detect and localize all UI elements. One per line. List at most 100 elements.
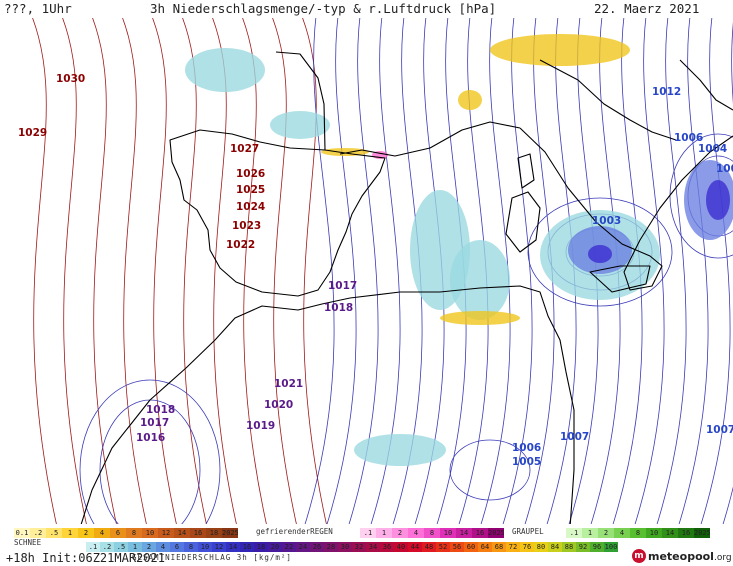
legend-cell: 0.1 bbox=[14, 528, 30, 538]
legend-cell: 48 bbox=[422, 542, 436, 552]
legend-cell: 44 bbox=[408, 542, 422, 552]
isobar-high-line bbox=[144, 0, 181, 541]
legend-cell: 2 bbox=[142, 542, 156, 552]
precip-area bbox=[490, 34, 630, 66]
legend-cell: 1 bbox=[128, 542, 142, 552]
isobar-high-line bbox=[264, 0, 301, 541]
isobar-label: 1006 bbox=[512, 442, 541, 454]
legend-cell: 4 bbox=[408, 528, 424, 538]
map-header: ???, 1Uhr 3h Niederschlagsmenge/-typ & r… bbox=[0, 0, 733, 18]
isobar-low-line bbox=[475, 0, 511, 541]
isobar-label: 1017 bbox=[140, 417, 169, 429]
precip-area bbox=[354, 434, 446, 466]
isobar-label: 1007 bbox=[706, 424, 733, 436]
legend-cell: 10 bbox=[142, 528, 158, 538]
legend-cell: .1 bbox=[86, 542, 100, 552]
isobar-label: 1027 bbox=[230, 143, 259, 155]
legend-cell: 92 bbox=[576, 542, 590, 552]
legend-cell: .1 bbox=[566, 528, 582, 538]
isobars-high-pressure bbox=[24, 0, 331, 541]
legend-cell: 76 bbox=[520, 542, 534, 552]
isobar-low-line bbox=[629, 0, 665, 541]
legend-cell: 52 bbox=[436, 542, 450, 552]
coastline-iberia bbox=[169, 129, 386, 297]
weather-map-canvas: 1030102910271026102510241023102210211020… bbox=[18, 0, 733, 561]
legend-cell: 22 bbox=[282, 542, 296, 552]
legend-cell: .5 bbox=[46, 528, 62, 538]
legend-cell: 60 bbox=[464, 542, 478, 552]
legend-cell: 10 bbox=[646, 528, 662, 538]
isobar-label: 1021 bbox=[274, 378, 303, 390]
legend-cell: 40 bbox=[394, 542, 408, 552]
legend-cell: .1 bbox=[360, 528, 376, 538]
legend-cell: 6 bbox=[170, 542, 184, 552]
isobar-label: 1017 bbox=[328, 280, 357, 292]
isobar-high-line bbox=[24, 0, 61, 541]
isobar-label: 1007 bbox=[560, 431, 589, 443]
coastline-sardinia bbox=[505, 191, 541, 253]
meteopool-logo[interactable]: m meteopool.org bbox=[632, 549, 732, 563]
legend-cell: 16 bbox=[190, 528, 206, 538]
legend-cell: 1 bbox=[582, 528, 598, 538]
isobar-label: 1018 bbox=[146, 404, 175, 416]
isobar-high-line bbox=[204, 0, 241, 541]
legend-cell: 4 bbox=[156, 542, 170, 552]
legend-cell: 2025+ bbox=[488, 528, 504, 538]
legend-cell: 56 bbox=[450, 542, 464, 552]
isobar-label: 1006 bbox=[674, 132, 703, 144]
legend-cell: 96 bbox=[590, 542, 604, 552]
isobar-high-line bbox=[54, 0, 91, 541]
legend-cell: 18 bbox=[206, 528, 222, 538]
legend-cell: 64 bbox=[478, 542, 492, 552]
isobar-low-line bbox=[651, 0, 687, 541]
precip-area bbox=[450, 240, 510, 320]
coastline-balkans bbox=[679, 59, 733, 111]
legend-cell: 80 bbox=[534, 542, 548, 552]
coastline-italy bbox=[519, 127, 733, 291]
legend-cell: .2 bbox=[30, 528, 46, 538]
precip-area bbox=[588, 245, 612, 263]
isobar-label: 1012 bbox=[652, 86, 681, 98]
legend-cell: 12 bbox=[158, 528, 174, 538]
legend-cell: 68 bbox=[492, 542, 506, 552]
legend-cell: 20 bbox=[268, 542, 282, 552]
isobar-label: 1020 bbox=[264, 399, 293, 411]
legend-cell: 16 bbox=[472, 528, 488, 538]
legend-total-precip-scale: .1.2.5 1 2 4 6 8 10 12 14 16 18 20 22 24 26 28 30 32 34 36 4… bbox=[86, 542, 618, 552]
coastline-north-africa bbox=[79, 285, 575, 529]
isobar-closed-line bbox=[449, 439, 531, 501]
precip-area bbox=[321, 148, 369, 156]
isobar-high-line bbox=[294, 0, 331, 541]
coastline-corsica bbox=[517, 153, 535, 189]
legend-cell: 4 bbox=[94, 528, 110, 538]
map-date: 22. Maerz 2021 bbox=[594, 1, 700, 16]
legend-cell: 2 bbox=[598, 528, 614, 538]
precip-area bbox=[458, 90, 482, 110]
legend-cell: 14 bbox=[226, 542, 240, 552]
logo-mark-icon: m bbox=[632, 549, 646, 563]
legend-cell: 1 bbox=[376, 528, 392, 538]
isobar-label: 1019 bbox=[246, 420, 275, 432]
isobar-label: 1024 bbox=[236, 201, 265, 213]
isobar-low-line bbox=[673, 0, 709, 541]
legend-cell: 12 bbox=[212, 542, 226, 552]
legend-cell: 100 bbox=[604, 542, 618, 552]
isobar-high-line bbox=[114, 0, 151, 541]
isobar-label: 1025 bbox=[236, 184, 265, 196]
coastlines bbox=[79, 51, 733, 529]
coastline-france bbox=[275, 51, 521, 157]
precipitation-areas bbox=[185, 34, 733, 466]
legend-cell: 36 bbox=[380, 542, 394, 552]
precip-area bbox=[706, 180, 730, 220]
precip-area bbox=[440, 311, 520, 325]
legend-cell: 30 bbox=[338, 542, 352, 552]
isobar-label: 1005 bbox=[512, 456, 541, 468]
legend-freezing-rain-title: gefrierenderREGEN bbox=[256, 527, 333, 536]
legend-cell: 10 bbox=[440, 528, 456, 538]
isobar-high-line bbox=[84, 0, 121, 541]
legend-graupel-title: GRAUPEL bbox=[512, 527, 544, 536]
isobar-label: 1029 bbox=[18, 127, 47, 139]
isobar-labels: 1030 1029 1027 1026 1025 1024 1023 1022 1021 1020… bbox=[18, 73, 733, 468]
